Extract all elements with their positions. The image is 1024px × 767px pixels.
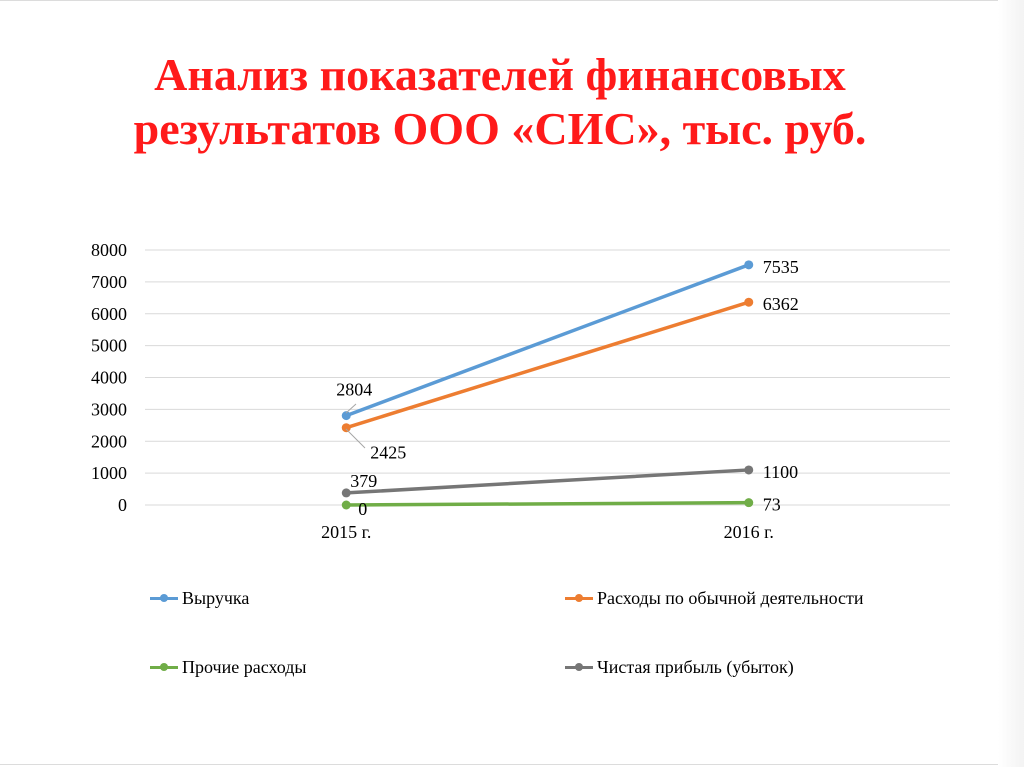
data-point [341,411,351,421]
legend-item: Выручка [150,588,249,609]
legend-label: Прочие расходы [182,657,307,677]
slide-title: Анализ показателей финансовых результато… [100,48,900,156]
y-tick-label: 5000 [91,336,127,356]
legend-swatch [150,594,178,602]
y-tick-label: 2000 [91,431,127,451]
y-tick-label: 6000 [91,304,127,324]
y-tick-label: 4000 [91,368,127,388]
series-line [344,500,751,507]
legend-swatch [565,663,593,671]
y-tick-label: 1000 [91,463,127,483]
data-label: 73 [763,495,781,515]
x-tick-label: 2015 г. [321,522,371,542]
x-tick-label: 2016 г. [724,522,774,542]
label-leader-line [345,403,357,414]
legend-label: Выручка [182,588,250,608]
data-point [744,498,754,508]
data-point [341,500,351,510]
legend-item: Расходы по обычной деятельности [565,588,864,609]
legend-item: Чистая прибыль (убыток) [565,657,794,678]
y-tick-label: 0 [118,495,127,515]
slide-bottom-border [0,764,1024,765]
legend-label: Расходы по обычной деятельности [597,588,864,608]
legend-item: Прочие расходы [150,657,307,678]
y-tick-label: 3000 [91,399,127,419]
data-point [341,488,351,498]
title-line-2: результатов ООО «СИС», тыс. руб. [133,103,867,154]
data-point [744,260,754,270]
series-line [344,300,751,430]
slide-right-decoration [998,0,1024,767]
data-label: 1100 [763,462,798,482]
data-label: 2425 [370,443,406,463]
data-label: 2804 [336,380,372,400]
data-label: 379 [350,471,377,491]
y-tick-label: 8000 [91,240,127,260]
y-tick-label: 7000 [91,272,127,292]
legend-swatch [565,594,593,602]
data-point [744,465,754,475]
data-label: 7535 [763,257,799,277]
data-label: 0 [358,499,367,519]
data-point [744,297,754,307]
series-line [344,263,751,418]
slide-top-border [0,0,1024,1]
label-leader-line [345,428,366,449]
data-point [341,423,351,433]
data-label: 6362 [763,294,799,314]
series-line [344,468,751,495]
legend-swatch [150,663,178,671]
title-line-1: Анализ показателей финансовых [154,49,846,100]
legend-label: Чистая прибыль (убыток) [597,657,794,677]
